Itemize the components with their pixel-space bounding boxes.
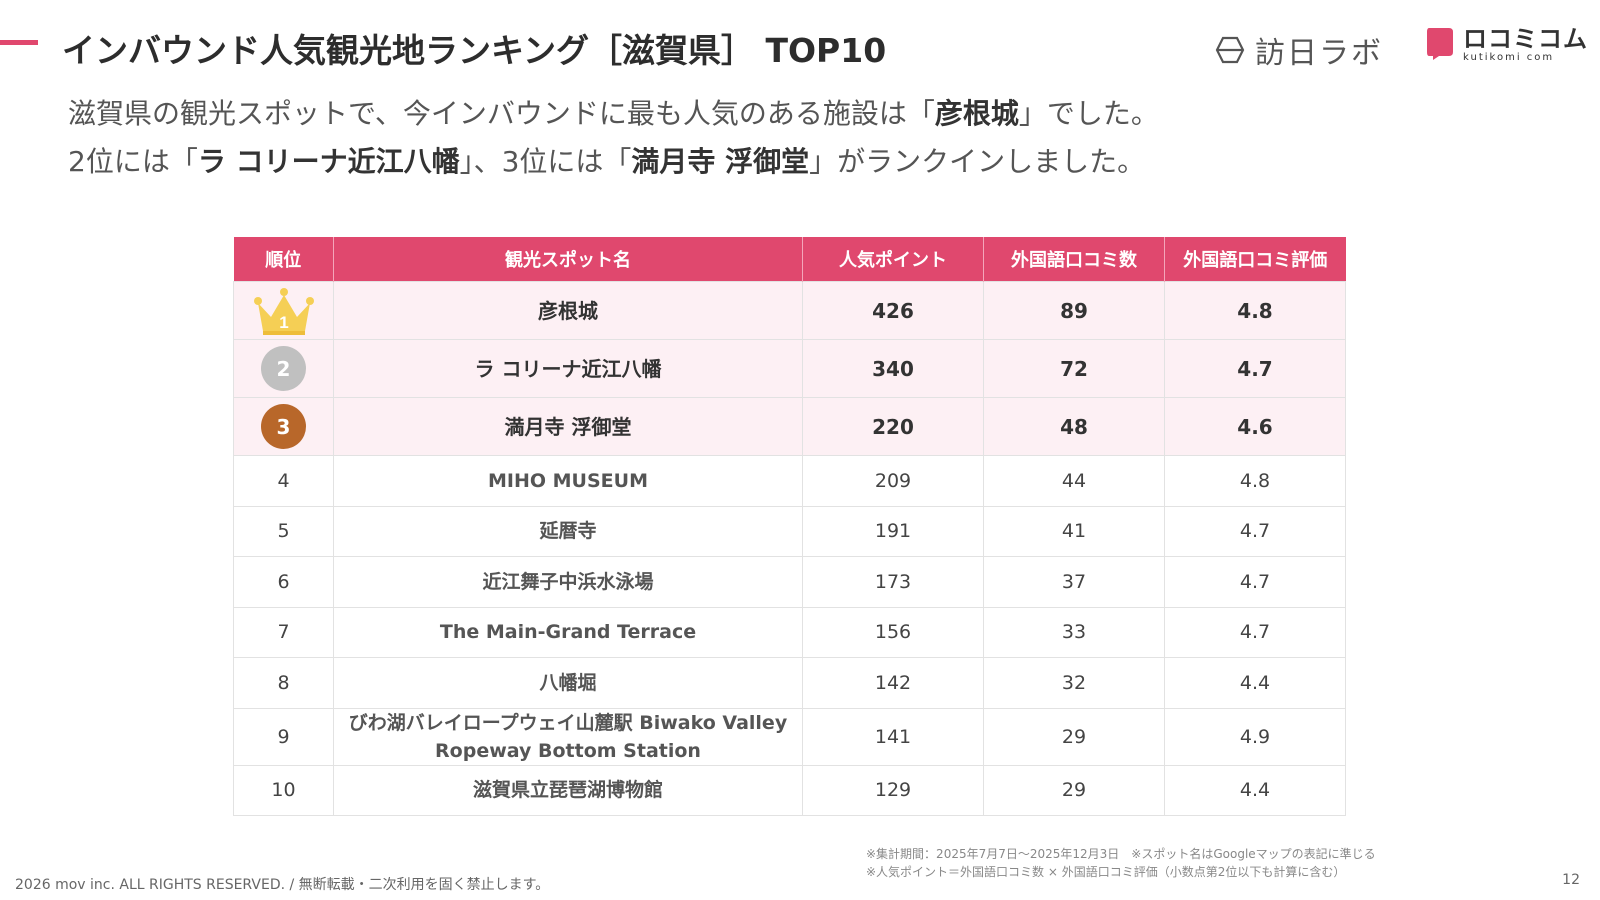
review-count-value: 44 xyxy=(983,455,1165,507)
points-value: 129 xyxy=(802,764,984,816)
review-count-value: 89 xyxy=(983,281,1165,340)
review-rating-value: 4.9 xyxy=(1164,707,1346,766)
rank-cell: 4 xyxy=(233,455,334,507)
header-spot-name: 観光スポット名 xyxy=(333,237,803,282)
header-rank: 順位 xyxy=(233,237,334,282)
spot-name: 近江舞子中浜水泳場 xyxy=(333,556,803,608)
review-rating-value: 4.6 xyxy=(1164,397,1346,456)
speech-bubble-icon xyxy=(1427,28,1453,60)
review-rating-value: 4.8 xyxy=(1164,455,1346,507)
highlight-rank-1: 彦根城 xyxy=(934,97,1019,130)
page-title: インバウンド人気観光地ランキング［滋賀県］ TOP10 xyxy=(62,31,887,70)
houmon-lab-wordmark: 訪日ラボ xyxy=(1255,36,1383,71)
table-row: 8 八幡堀 142 32 4.4 xyxy=(233,657,1346,709)
review-rating-value: 4.4 xyxy=(1164,657,1346,709)
rank-cell: 3 xyxy=(233,397,334,456)
footnotes: ※集計期間：2025年7月7日〜2025年12月3日 ※スポット名はGoogle… xyxy=(866,845,1376,881)
ranking-table: 順位 観光スポット名 人気ポイント 外国語口コミ数 外国語口コミ評価 1 彦根城… xyxy=(233,237,1346,816)
footnote-formula: ※人気ポイント＝外国語口コミ数 × 外国語口コミ評価（小数点第2位以下も計算に含… xyxy=(866,865,1346,879)
bronze-medal-icon: 3 xyxy=(261,404,306,449)
rank-number: 1 xyxy=(279,313,288,332)
header-review-count: 外国語口コミ数 xyxy=(983,237,1165,282)
header-points: 人気ポイント xyxy=(802,237,984,282)
review-count-value: 41 xyxy=(983,505,1165,557)
points-value: 209 xyxy=(802,455,984,507)
kuchikomi-com-logo: ロコミコム kutikomi com xyxy=(1425,26,1588,64)
table-row: 5 延暦寺 191 41 4.7 xyxy=(233,505,1346,557)
table-row: 9 びわ湖バレイロープウェイ山麓駅 Biwako Valley Ropeway B… xyxy=(233,707,1346,766)
houmon-lab-logo-icon xyxy=(1215,36,1245,64)
copyright: 2026 mov inc. ALL RIGHTS RESERVED. / 無断転… xyxy=(15,877,550,893)
rank-cell: 5 xyxy=(233,505,334,557)
review-count-value: 29 xyxy=(983,764,1165,816)
rank-cell: 1 xyxy=(233,281,334,340)
spot-name: 滋賀県立琵琶湖博物館 xyxy=(333,764,803,816)
review-rating-value: 4.7 xyxy=(1164,606,1346,658)
points-value: 426 xyxy=(802,281,984,340)
table-row: 7 The Main-Grand Terrace 156 33 4.7 xyxy=(233,606,1346,658)
crown-icon: 1 xyxy=(253,287,314,335)
points-value: 340 xyxy=(802,339,984,398)
review-count-value: 37 xyxy=(983,556,1165,608)
rank-cell: 6 xyxy=(233,556,334,608)
rank-cell: 7 xyxy=(233,606,334,658)
lead-line-1: 滋賀県の観光スポットで、今インバウンドに最も人気のある施設は「彦根城」でした。 xyxy=(68,97,1159,130)
table-row: 10 滋賀県立琵琶湖博物館 129 29 4.4 xyxy=(233,764,1346,816)
header-review-rating: 外国語口コミ評価 xyxy=(1164,237,1346,282)
kuchikomi-com-wordmark: ロコミコム xyxy=(1463,25,1588,53)
review-count-value: 72 xyxy=(983,339,1165,398)
houmon-lab-logo: 訪日ラボ xyxy=(1215,28,1383,72)
review-rating-value: 4.7 xyxy=(1164,556,1346,608)
table-row: 3 満月寺 浮御堂 220 48 4.6 xyxy=(233,397,1346,456)
review-rating-value: 4.4 xyxy=(1164,764,1346,816)
table-row: 2 ラ コリーナ近江八幡 340 72 4.7 xyxy=(233,339,1346,398)
spot-name-line-2: Ropeway Bottom Station xyxy=(435,739,701,762)
review-rating-value: 4.7 xyxy=(1164,505,1346,557)
spot-name: ラ コリーナ近江八幡 xyxy=(333,339,803,398)
lead-line-2: 2位には「ラ コリーナ近江八幡」、3位には「満月寺 浮御堂」がランクインしました… xyxy=(68,145,1146,178)
spot-name-line-1: びわ湖バレイロープウェイ山麓駅 Biwako Valley xyxy=(348,711,788,734)
table-row: 1 彦根城 426 89 4.8 xyxy=(233,281,1346,340)
silver-medal-icon: 2 xyxy=(261,346,306,391)
spot-name: 彦根城 xyxy=(333,281,803,340)
highlight-rank-2: ラ コリーナ近江八幡 xyxy=(197,145,460,178)
points-value: 173 xyxy=(802,556,984,608)
review-count-value: 33 xyxy=(983,606,1165,658)
rank-cell: 2 xyxy=(233,339,334,398)
spot-name: 八幡堀 xyxy=(333,657,803,709)
spot-name: The Main-Grand Terrace xyxy=(333,606,803,658)
points-value: 191 xyxy=(802,505,984,557)
accent-bar xyxy=(0,40,38,45)
table-row: 4 MIHO MUSEUM 209 44 4.8 xyxy=(233,455,1346,507)
review-count-value: 48 xyxy=(983,397,1165,456)
kuchikomi-com-subtext: kutikomi com xyxy=(1463,52,1555,63)
spot-name: MIHO MUSEUM xyxy=(333,455,803,507)
review-count-value: 29 xyxy=(983,707,1165,766)
page-number: 12 xyxy=(1562,872,1580,888)
spot-name: 満月寺 浮御堂 xyxy=(333,397,803,456)
spot-name: 延暦寺 xyxy=(333,505,803,557)
review-rating-value: 4.7 xyxy=(1164,339,1346,398)
points-value: 156 xyxy=(802,606,984,658)
table-header-row: 順位 観光スポット名 人気ポイント 外国語口コミ数 外国語口コミ評価 xyxy=(233,237,1346,282)
rank-cell: 10 xyxy=(233,764,334,816)
review-rating-value: 4.8 xyxy=(1164,281,1346,340)
highlight-rank-3: 満月寺 浮御堂 xyxy=(631,145,810,178)
footnote-period: ※集計期間：2025年7月7日〜2025年12月3日 ※スポット名はGoogle… xyxy=(866,847,1376,861)
rank-cell: 8 xyxy=(233,657,334,709)
lead-text: 滋賀県の観光スポットで、今インバウンドに最も人気のある施設は「彦根城」でした。 … xyxy=(68,90,1468,186)
review-count-value: 32 xyxy=(983,657,1165,709)
table-row: 6 近江舞子中浜水泳場 173 37 4.7 xyxy=(233,556,1346,608)
points-value: 141 xyxy=(802,707,984,766)
spot-name: びわ湖バレイロープウェイ山麓駅 Biwako Valley Ropeway Bot… xyxy=(333,707,803,766)
rank-cell: 9 xyxy=(233,707,334,766)
points-value: 142 xyxy=(802,657,984,709)
points-value: 220 xyxy=(802,397,984,456)
